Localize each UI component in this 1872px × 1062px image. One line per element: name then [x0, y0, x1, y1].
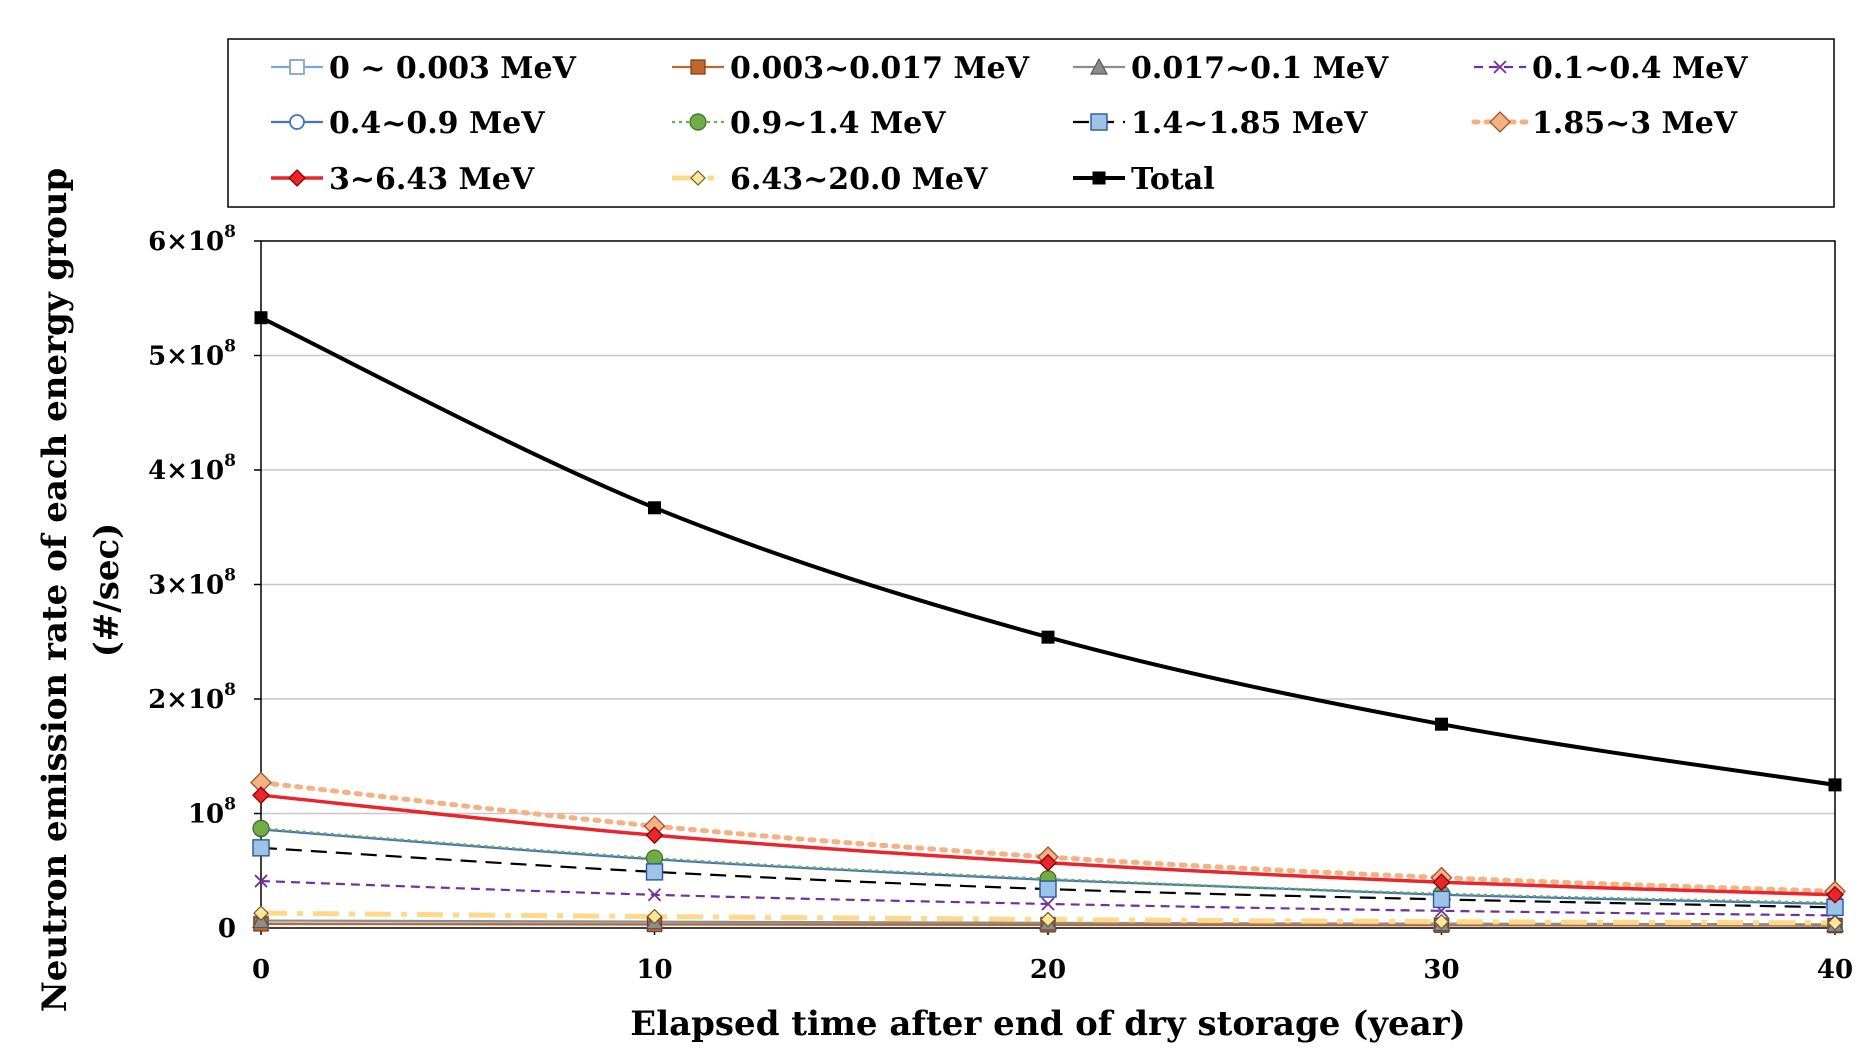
point-0-1-0-4-mev [1041, 897, 1055, 911]
y-tick-label: 2×108 [148, 680, 236, 715]
legend-label: 3~6.43 MeV [329, 162, 535, 197]
y-tick-label: 4×108 [148, 451, 236, 486]
legend: 0 ~ 0.003 MeV 0.003~0.017 MeV 0.017~0.1 Me… [227, 38, 1835, 208]
point-total [1828, 778, 1842, 792]
legend-label: 0.9~1.4 MeV [730, 106, 946, 141]
legend-swatch-marker [1489, 111, 1511, 133]
series-line-total [260, 315, 1836, 787]
legend-swatch-marker [288, 169, 306, 187]
point-total [1435, 717, 1448, 731]
x-tick-label: 10 [636, 955, 672, 985]
x-tick-label: 40 [1817, 955, 1853, 985]
legend-label: 0.017~0.1 MeV [1131, 51, 1389, 86]
y-tick-label: 5×108 [148, 337, 236, 372]
legend-label: 0.1~0.4 MeV [1532, 51, 1748, 86]
point-6-43-20-0-mev [1433, 913, 1450, 930]
x-axis-title: Elapsed time after end of dry storage (y… [630, 1004, 1465, 1044]
y-tick-label: 108 [188, 795, 236, 830]
point-0-1-0-4-mev [254, 874, 268, 888]
legend-swatch-marker [1092, 171, 1106, 185]
point-1-4-1-85-mev [645, 863, 664, 881]
point-total [1041, 630, 1055, 644]
point-3-6-43-mev [1826, 885, 1844, 904]
x-tick-label: 20 [1030, 955, 1066, 985]
point-3-6-43-mev [1432, 873, 1451, 892]
point-6-43-20-0-mev [1040, 911, 1056, 928]
point-3-6-43-mev [645, 826, 664, 845]
y-axis-ticks: 0 108 2×108 3×108 4×108 5×108 6×108 [148, 222, 261, 944]
x-tick-label: 30 [1423, 955, 1459, 985]
y-tick-label: 3×108 [148, 566, 236, 601]
point-total [254, 311, 268, 325]
legend-swatch-marker [1493, 60, 1507, 74]
y-axis-title-line2: (#/sec) [87, 523, 127, 658]
legend-label: 0.4~0.9 MeV [329, 106, 545, 141]
point-3-6-43-mev [252, 786, 270, 805]
legend-swatch-marker [289, 114, 305, 130]
y-tick-label: 0 [218, 914, 236, 944]
series-lines [258, 315, 1838, 927]
legend-label: 6.43~20.0 MeV [730, 162, 988, 197]
legend-label: Total [1131, 162, 1215, 197]
y-axis-title-line1: Neutron emission rate of each energy gro… [35, 168, 75, 1013]
legend-swatch-marker [1090, 57, 1108, 75]
point-0-1-0-4-mev [647, 888, 662, 902]
legend-label: 0.003~0.017 MeV [730, 51, 1030, 86]
y-tick-label: 6×108 [148, 222, 236, 257]
x-tick-label: 0 [252, 955, 270, 985]
legend-swatch-marker [1090, 113, 1108, 131]
point-6-43-20-0-mev [1827, 914, 1843, 931]
legend-swatch-marker [289, 59, 305, 75]
point-3-6-43-mev [1039, 853, 1057, 872]
series-markers [250, 311, 1846, 934]
point-1-4-1-85-mev [1039, 880, 1057, 898]
point-1-4-1-85-mev [252, 839, 270, 857]
point-6-43-20-0-mev [646, 908, 663, 925]
x-axis-ticks: 0 10 20 30 40 [252, 928, 1853, 985]
legend-label: 1.85~3 MeV [1532, 106, 1738, 141]
point-1-4-1-85-mev [1432, 890, 1451, 909]
legend-swatch-marker [690, 59, 706, 75]
legend-label: 0 ~ 0.003 MeV [329, 51, 577, 86]
gridlines [261, 354, 1835, 815]
y-axis-title: Neutron emission rate of each energy gro… [35, 168, 127, 1013]
legend-swatch-marker [690, 170, 706, 186]
point-total [648, 501, 661, 515]
legend-label: 1.4~1.85 MeV [1131, 106, 1368, 141]
point-0-9-1-4-mev [252, 819, 270, 837]
legend-frame [227, 38, 1835, 208]
point-6-43-20-0-mev [253, 905, 269, 921]
legend-swatch-marker [689, 113, 707, 131]
